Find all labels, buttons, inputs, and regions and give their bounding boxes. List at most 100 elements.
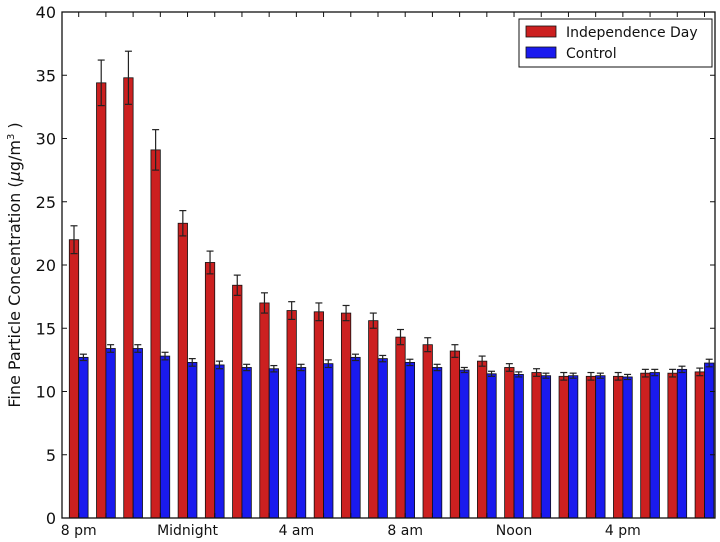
error-bar <box>79 353 87 362</box>
error-bar <box>243 363 251 372</box>
bar-control <box>350 356 361 519</box>
error-bar <box>70 225 78 255</box>
error-bar <box>533 368 541 377</box>
y-tick-label: 15 <box>36 319 56 338</box>
x-tick-label: Midnight <box>157 523 218 539</box>
error-bar <box>451 344 459 358</box>
error-bar <box>433 363 441 372</box>
error-bar <box>215 360 223 370</box>
bar-independence-day <box>204 262 216 519</box>
y-tick-label: 30 <box>36 130 56 149</box>
bar-control <box>622 376 633 519</box>
y-axis-title: Fine Particle Concentration (μg/m3 ) <box>5 122 24 407</box>
y-tick-label: 5 <box>46 446 56 465</box>
bar-control <box>486 373 497 519</box>
bar-independence-day <box>123 77 134 519</box>
bar-independence-day <box>585 375 597 519</box>
bar-independence-day <box>640 372 651 519</box>
error-bar <box>188 358 196 367</box>
error-bar <box>478 355 486 367</box>
error-bar <box>260 292 268 314</box>
bar-independence-day <box>613 375 624 519</box>
error-bar <box>315 302 323 322</box>
error-bar <box>406 358 414 367</box>
bar-control <box>595 375 606 519</box>
x-axis-tick-labels: 8 pm Midnight 4 am 8 am Noon 4 pm <box>61 523 641 539</box>
error-bar <box>270 364 278 373</box>
error-bar <box>134 344 142 353</box>
bar-control <box>432 367 443 519</box>
error-bar <box>542 372 550 379</box>
bar-control <box>78 356 89 519</box>
legend-swatch-independence-day <box>525 25 557 38</box>
bar-control <box>568 375 579 519</box>
error-bar <box>379 354 387 363</box>
error-bar <box>669 368 677 378</box>
error-bar <box>624 373 632 381</box>
bar-control <box>459 369 470 519</box>
y-tick-label: 25 <box>36 193 56 212</box>
error-bar <box>488 370 496 377</box>
bar-control <box>676 368 688 519</box>
error-bar <box>614 371 622 381</box>
x-tick-label: 4 am <box>279 523 315 539</box>
bar-independence-day <box>313 311 324 519</box>
bar-independence-day <box>96 82 107 519</box>
bar-control <box>159 355 171 519</box>
error-bar <box>569 372 577 379</box>
legend-swatch-control <box>525 46 557 59</box>
bar-control <box>513 374 524 519</box>
x-tick-label: 8 am <box>387 523 423 539</box>
bar-control <box>295 367 307 519</box>
legend: Independence Day Control <box>518 18 713 68</box>
bar-independence-day <box>177 222 188 519</box>
x-tick-label: Noon <box>496 523 532 539</box>
x-tick-label: 8 pm <box>61 523 97 539</box>
error-bar <box>233 274 241 296</box>
bar-independence-day <box>531 372 542 519</box>
y-tick-label: 40 <box>36 3 56 22</box>
error-bar <box>696 367 704 377</box>
error-bar <box>161 351 169 361</box>
legend-box <box>518 18 713 68</box>
bar-control <box>268 368 279 519</box>
error-bar <box>560 371 568 381</box>
error-bar <box>97 59 105 107</box>
error-bar <box>651 368 659 377</box>
error-bar <box>324 359 332 369</box>
bar-independence-day <box>232 284 243 519</box>
error-bar <box>596 372 604 379</box>
legend-label-control: Control <box>566 46 617 62</box>
error-bar <box>124 50 132 105</box>
axis-ticks <box>62 11 715 519</box>
bar-control <box>105 348 116 519</box>
x-tick-label: 4 pm <box>605 523 641 539</box>
error-bar <box>152 129 160 171</box>
error-bar <box>179 210 187 237</box>
bar-independence-day <box>395 336 406 519</box>
y-axis-tick-labels: 0 5 10 15 20 25 30 35 40 <box>36 3 56 528</box>
bar-control <box>187 361 198 519</box>
bar-independence-day <box>150 149 161 519</box>
bar-independence-day <box>286 310 297 519</box>
error-bar <box>705 358 713 368</box>
error-bar <box>587 371 595 381</box>
legend-label-independence-day: Independence Day <box>566 25 698 41</box>
y-tick-label: 35 <box>36 66 56 85</box>
error-bar <box>641 368 649 378</box>
error-bar <box>351 353 359 362</box>
bar-independence-day <box>368 320 379 519</box>
error-bar <box>288 301 296 320</box>
bar-independence-day <box>504 367 515 519</box>
bar-independence-day <box>667 372 678 519</box>
bar-series-group <box>68 77 715 519</box>
error-bar <box>424 337 432 353</box>
bar-control <box>377 358 388 519</box>
bar-independence-day <box>558 375 569 519</box>
bar-independence-day <box>694 371 705 519</box>
error-bar <box>369 312 377 329</box>
y-tick-label: 10 <box>36 383 56 402</box>
bar-control <box>540 375 552 519</box>
error-bar <box>505 363 513 372</box>
